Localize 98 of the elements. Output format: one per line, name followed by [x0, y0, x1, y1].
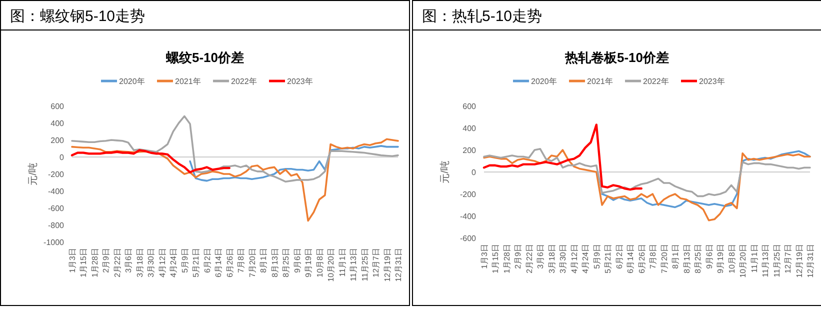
- x-tick-label: 12月7日: [784, 244, 793, 274]
- x-tick-label: 9月19日: [304, 248, 314, 278]
- y-tick-label: -800: [48, 221, 65, 230]
- x-tick-label: 4月24日: [581, 244, 590, 274]
- x-tick-label: 5月9日: [180, 248, 190, 273]
- x-tick-label: 8月13日: [682, 244, 692, 274]
- legend-label: 2022年: [231, 77, 257, 86]
- x-tick-label: 1月28日: [90, 248, 100, 278]
- x-tick-label: 12月31日: [394, 248, 403, 282]
- x-tick-label: 9月6日: [292, 248, 302, 273]
- x-tick-label: 1月3日: [480, 244, 489, 269]
- x-tick-label: 3月6日: [536, 244, 546, 269]
- x-tick-label: 4月24日: [169, 248, 178, 278]
- x-tick-label: 8月13日: [270, 248, 280, 278]
- x-tick-label: 10月8日: [315, 248, 324, 278]
- chart-title: 螺纹5-10价差: [164, 50, 244, 65]
- legend-label: 2022年: [643, 77, 669, 86]
- x-tick-label: 1月3日: [68, 248, 77, 273]
- x-tick-label: 1月15日: [491, 244, 500, 274]
- x-tick-label: 7月20日: [660, 244, 669, 274]
- line-series: [71, 138, 399, 222]
- x-tick-label: 10月8日: [727, 244, 736, 274]
- chart-title: 热轧卷板5-10价差: [564, 50, 670, 65]
- x-tick-label: 6月26日: [225, 248, 234, 278]
- y-tick-label: 400: [462, 124, 477, 133]
- y-tick-label: 400: [50, 119, 65, 128]
- y-tick-label: 600: [462, 102, 477, 111]
- legend-label: 2021年: [175, 77, 201, 86]
- y-tick-label: 600: [50, 102, 65, 111]
- line-series: [483, 148, 811, 198]
- y-axis-title: 元/吨: [439, 160, 451, 184]
- x-tick-label: 3月18日: [135, 248, 144, 278]
- legend-label: 2023年: [699, 77, 725, 86]
- legend-label: 2020年: [119, 77, 145, 86]
- y-axis-title: 元/吨: [27, 162, 39, 186]
- x-tick-label: 10月20日: [738, 244, 748, 278]
- x-tick-label: 5月21日: [192, 248, 201, 278]
- x-tick-label: 11月1日: [338, 248, 347, 277]
- x-tick-label: 1月28日: [502, 244, 512, 274]
- y-tick-label: 200: [462, 146, 477, 155]
- legend-label: 2021年: [587, 77, 613, 86]
- x-tick-label: 9月19日: [716, 244, 726, 274]
- x-tick-label: 12月7日: [372, 248, 381, 278]
- x-tick-label: 2月22日: [524, 244, 534, 274]
- x-tick-label: 6月2日: [202, 248, 212, 273]
- x-tick-label: 8月25日: [694, 244, 703, 274]
- x-tick-label: 2月9日: [514, 244, 523, 269]
- x-tick-label: 5月21日: [604, 244, 613, 274]
- line-series: [483, 149, 811, 222]
- y-tick-label: 0: [472, 168, 477, 177]
- x-tick-label: 12月19日: [382, 248, 392, 282]
- x-tick-label: 7月8日: [236, 248, 246, 273]
- x-tick-label: 3月18日: [547, 244, 556, 274]
- x-tick-label: 12月19日: [794, 244, 804, 278]
- y-tick-label: -200: [460, 190, 477, 199]
- y-tick-label: 0: [60, 153, 65, 162]
- x-tick-label: 3月30日: [558, 244, 568, 274]
- x-tick-label: 5月9日: [592, 244, 602, 269]
- line-series: [482, 124, 642, 191]
- x-tick-label: 2月22日: [112, 248, 122, 278]
- x-tick-label: 4月12日: [158, 248, 167, 278]
- text: 图：热轧5-10走势: [422, 8, 542, 25]
- x-tick-label: 11月25日: [360, 248, 370, 282]
- text: 图：螺纹钢5-10走势: [10, 8, 146, 25]
- line-series: [601, 150, 811, 208]
- x-tick-label: 3月6日: [124, 248, 134, 273]
- x-tick-label: 6月26日: [637, 244, 646, 274]
- x-tick-label: 7月20日: [248, 248, 257, 278]
- x-tick-label: 8月1日: [671, 244, 680, 269]
- x-tick-label: 3月30日: [146, 248, 156, 278]
- y-tick-label: -400: [48, 187, 65, 196]
- y-tick-label: 200: [50, 136, 65, 145]
- legend-label: 2020年: [531, 77, 557, 86]
- legend-label: 2023年: [287, 77, 313, 86]
- x-tick-label: 12月31日: [806, 244, 815, 278]
- y-tick-label: -400: [460, 212, 477, 221]
- x-tick-label: 11月13日: [761, 244, 770, 278]
- line-series: [189, 145, 399, 182]
- x-tick-label: 11月13日: [349, 248, 358, 282]
- x-tick-label: 7月8日: [648, 244, 658, 269]
- x-tick-label: 1月15日: [79, 248, 88, 278]
- x-tick-label: 11月25日: [772, 244, 782, 278]
- x-tick-label: 9月6日: [704, 244, 714, 269]
- x-tick-label: 10月20日: [326, 248, 336, 282]
- x-tick-label: 2月9日: [102, 248, 111, 273]
- y-tick-label: -600: [48, 204, 65, 213]
- x-tick-label: 6月2日: [614, 244, 624, 269]
- x-tick-label: 6月14日: [214, 248, 224, 278]
- x-tick-label: 11月1日: [750, 244, 759, 273]
- line-series: [70, 149, 230, 174]
- line-series: [71, 115, 399, 183]
- x-tick-label: 8月25日: [282, 248, 291, 278]
- x-tick-label: 6月14日: [626, 244, 636, 274]
- y-tick-label: -600: [460, 234, 477, 243]
- x-tick-label: 4月12日: [570, 244, 579, 274]
- y-tick-label: -1000: [44, 238, 65, 247]
- y-tick-label: -200: [48, 170, 65, 179]
- x-tick-label: 8月1日: [259, 248, 268, 273]
